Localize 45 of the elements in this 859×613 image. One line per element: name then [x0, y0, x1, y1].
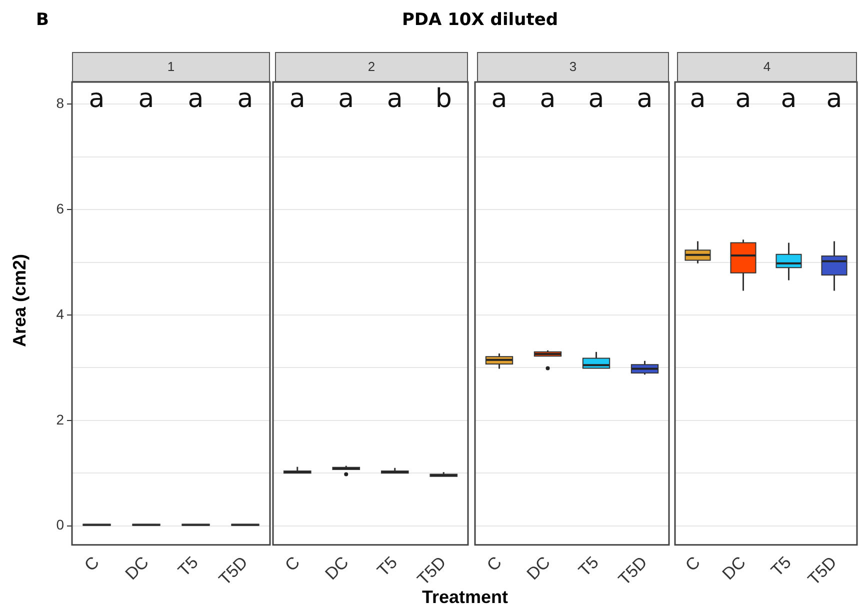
x-tick-label: C: [281, 552, 304, 575]
chart-subtitle: 4: [677, 52, 857, 82]
y-tick-label: 8: [56, 95, 64, 111]
x-tick-label: T5: [767, 552, 795, 580]
x-axis-title: Treatment: [420, 587, 510, 608]
x-tick-label: T5D: [414, 552, 450, 589]
annotation: a: [138, 84, 154, 114]
x-tick-label: C: [80, 552, 103, 575]
annotation: a: [826, 84, 842, 114]
x-tick-label: T5D: [614, 552, 651, 589]
annotation: a: [690, 84, 706, 114]
annotation: a: [588, 84, 604, 114]
annotation: a: [188, 84, 204, 114]
y-tick-label: 4: [56, 306, 64, 322]
x-tick-label: DC: [321, 552, 352, 584]
x-tick-label: T5: [174, 552, 202, 580]
x-tick-label: T5: [574, 552, 602, 580]
x-tick-label: T5D: [804, 552, 840, 589]
annotation: a: [540, 84, 556, 114]
x-tick-label: T5: [374, 552, 402, 580]
x-tick-label: DC: [718, 552, 750, 584]
y-tick-label: 6: [56, 200, 64, 216]
annotation: a: [386, 84, 403, 114]
annotation: a: [289, 84, 306, 114]
annotation: b: [435, 84, 452, 114]
annotation: a: [491, 84, 508, 114]
text: B: [36, 10, 49, 30]
annotation: a: [338, 84, 354, 114]
x-tick-label: DC: [523, 552, 554, 584]
x-tick-label: T5D: [215, 552, 252, 589]
annotation: a: [237, 84, 254, 114]
y-tick-label: 0: [56, 516, 64, 533]
annotation: a: [88, 84, 105, 114]
chart-subtitle: 2: [275, 52, 468, 82]
x-tick-label: C: [682, 552, 704, 575]
chart-title: PDA 10X diluted: [400, 10, 560, 30]
chart-subtitle: 3: [477, 52, 669, 82]
y-tick-label: 2: [56, 411, 64, 428]
x-tick-label: C: [483, 552, 506, 575]
chart-subtitle: 1: [72, 52, 270, 82]
annotation: a: [780, 84, 797, 114]
x-tick-label: DC: [122, 552, 152, 584]
annotation: a: [636, 84, 653, 114]
annotation: a: [735, 84, 752, 114]
y-axis-title: Area (cm2): [10, 252, 30, 350]
